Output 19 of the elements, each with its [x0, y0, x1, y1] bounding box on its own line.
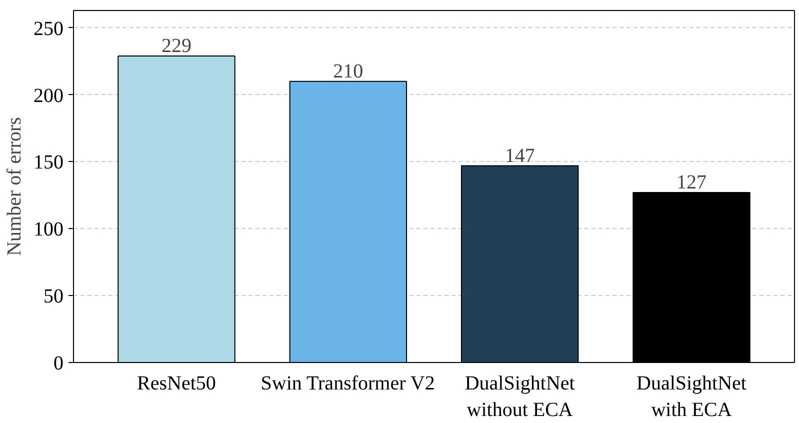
bar — [460, 165, 579, 362]
data-label: 147 — [504, 144, 535, 167]
y-tick-label: 50 — [44, 286, 64, 308]
x-tick-label: ResNet50 — [137, 372, 216, 394]
data-label: 229 — [162, 35, 192, 58]
data-label: 210 — [333, 60, 364, 82]
data-label: 127 — [676, 172, 706, 194]
y-axis-title: Number of errors — [4, 116, 26, 256]
x-tick-label: DualSightNet with ECA — [636, 372, 747, 421]
y-tick-label: 100 — [34, 218, 64, 241]
y-tick-label: 150 — [34, 152, 64, 174]
x-tick-label: Swin Transformer V2 — [260, 372, 435, 394]
bar — [118, 56, 236, 362]
x-tick-label: DualSightNet without ECA — [464, 372, 576, 421]
bar — [289, 80, 408, 362]
y-tick-label: 0 — [54, 352, 64, 374]
y-tick-label: 200 — [34, 84, 64, 107]
bar — [632, 192, 750, 362]
y-tick-label: 250 — [34, 18, 64, 40]
